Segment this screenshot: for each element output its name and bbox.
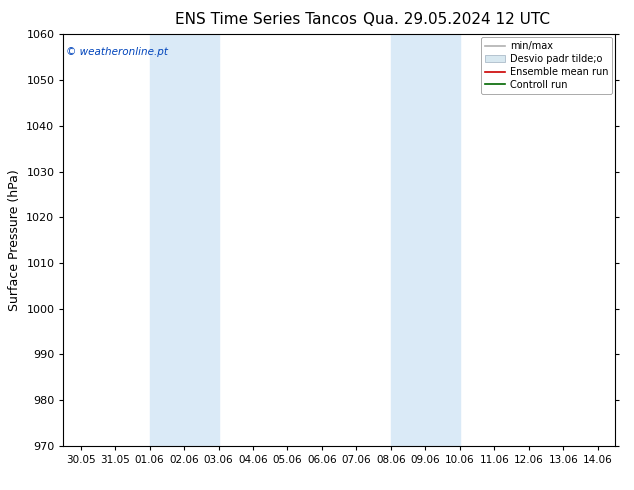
Bar [150,34,219,446]
Y-axis label: Surface Pressure (hPa): Surface Pressure (hPa) [8,169,21,311]
Text: © weatheronline.pt: © weatheronline.pt [66,47,168,57]
Text: Qua. 29.05.2024 12 UTC: Qua. 29.05.2024 12 UTC [363,12,550,27]
Legend: min/max, Desvio padr tilde;o, Ensemble mean run, Controll run: min/max, Desvio padr tilde;o, Ensemble m… [481,37,612,94]
Text: ENS Time Series Tancos: ENS Time Series Tancos [175,12,358,27]
Bar [391,34,460,446]
